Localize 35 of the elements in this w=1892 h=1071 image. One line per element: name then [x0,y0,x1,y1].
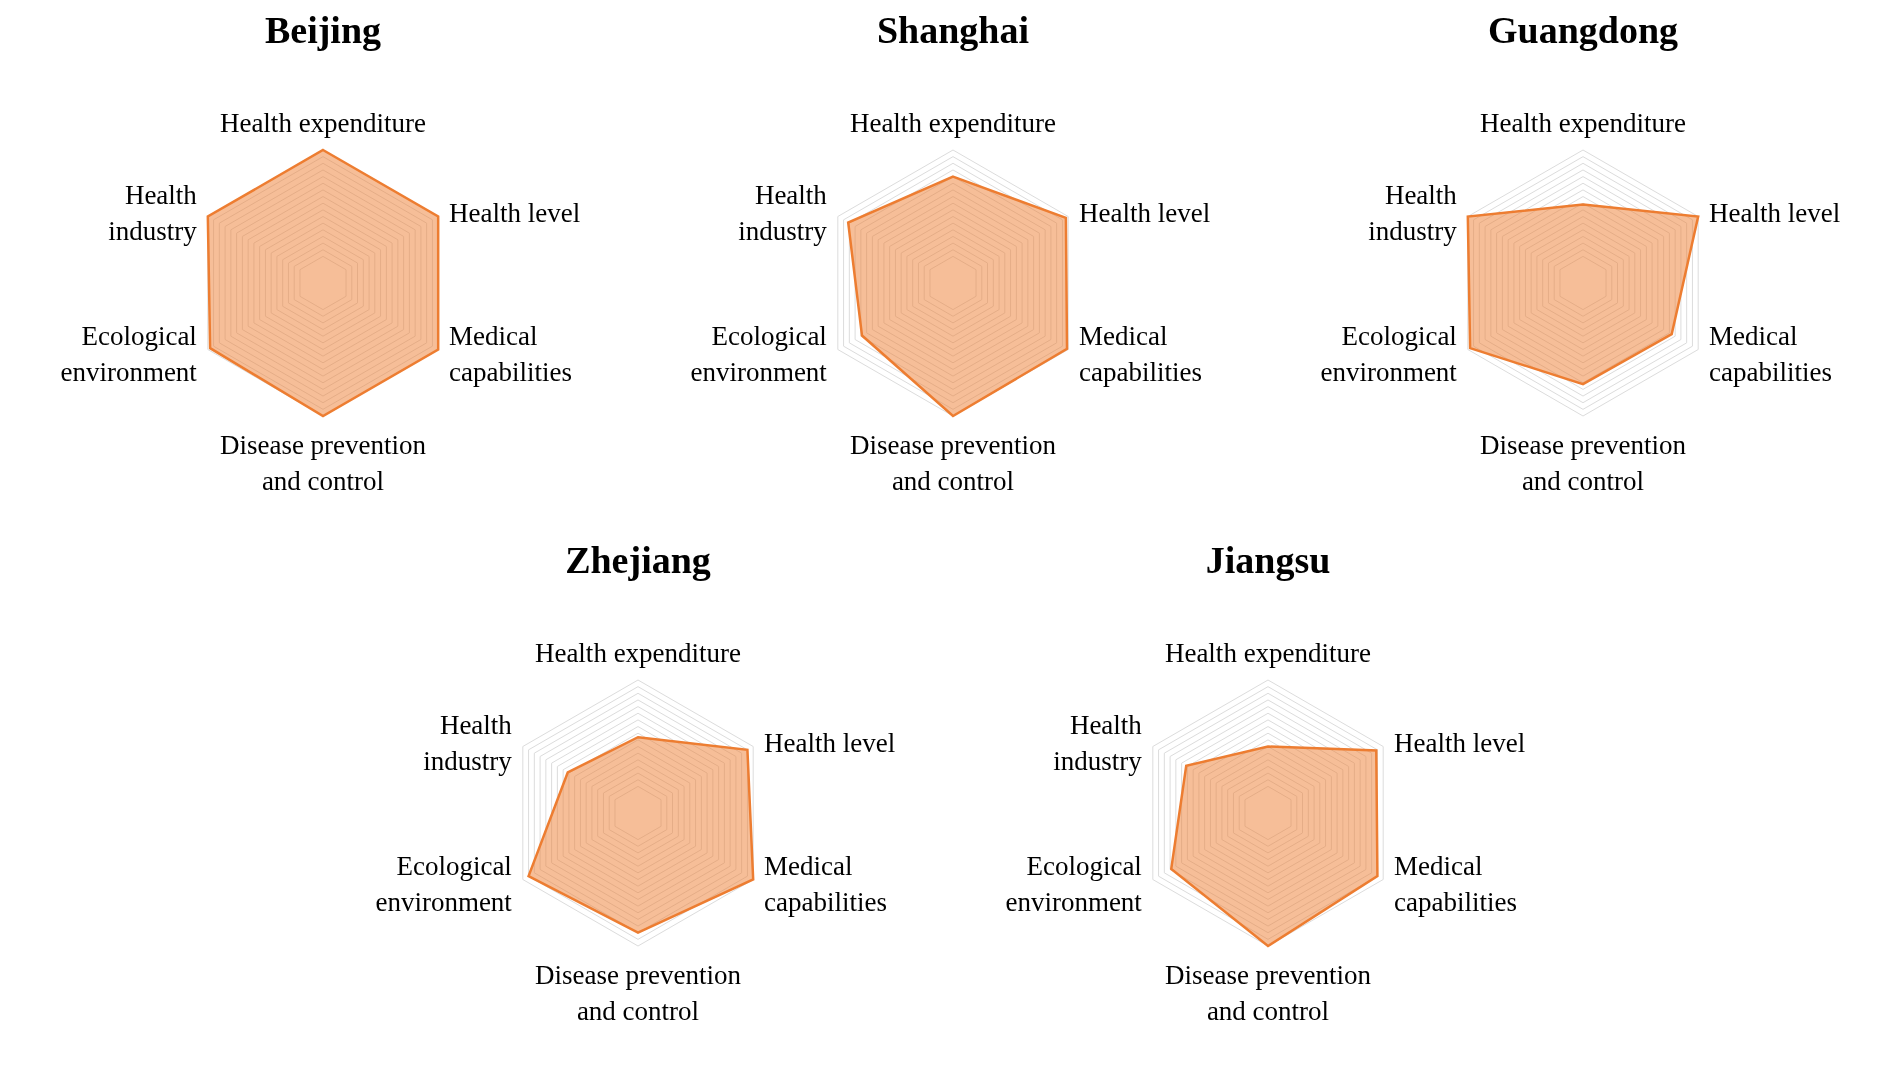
spoke-label: Health expenditure [219,108,427,138]
spoke-label: Health level [1709,197,1841,228]
spoke-label: Ecological environment [690,320,828,387]
spoke-label: Health expenditure [849,108,1057,138]
spoke-label: Health industry [738,179,828,246]
spoke-label: Health expenditure [1479,108,1687,138]
chart-title: Beijing [263,8,383,53]
chart-title: Shanghai [875,8,1031,53]
spoke-label: Health level [1394,727,1526,758]
spoke-label: Disease prevention and control [534,960,742,1026]
spoke-label: Health industry [423,709,513,776]
spoke-label: Health level [449,197,581,228]
spoke-label: Health expenditure [1164,638,1372,668]
spoke-label: Health level [764,727,896,758]
spoke-label: Health industry [1053,709,1143,776]
spoke-label: Disease prevention and control [219,430,427,496]
spoke-label: Disease prevention and control [849,430,1057,496]
spoke-label: Medical capabilities [764,850,888,917]
chart-title: Zhejiang [564,538,712,583]
spoke-label: Ecological environment [1320,320,1458,387]
spoke-label: Disease prevention and control [1164,960,1372,1026]
spoke-label: Medical capabilities [1394,850,1518,917]
chart-title: Jiangsu [1204,538,1332,583]
spoke-label: Medical capabilities [1079,320,1203,387]
spoke-label: Health expenditure [534,638,742,668]
spoke-label: Ecological environment [60,320,198,387]
spoke-label: Health industry [108,179,198,246]
spoke-label: Ecological environment [1005,850,1143,917]
spoke-label: Disease prevention and control [1479,430,1687,496]
spoke-label: Ecological environment [375,850,513,917]
spoke-label: Health industry [1368,179,1458,246]
spoke-label: Medical capabilities [449,320,573,387]
spoke-label: Health level [1079,197,1211,228]
spoke-label: Medical capabilities [1709,320,1833,387]
chart-title: Guangdong [1486,8,1680,53]
